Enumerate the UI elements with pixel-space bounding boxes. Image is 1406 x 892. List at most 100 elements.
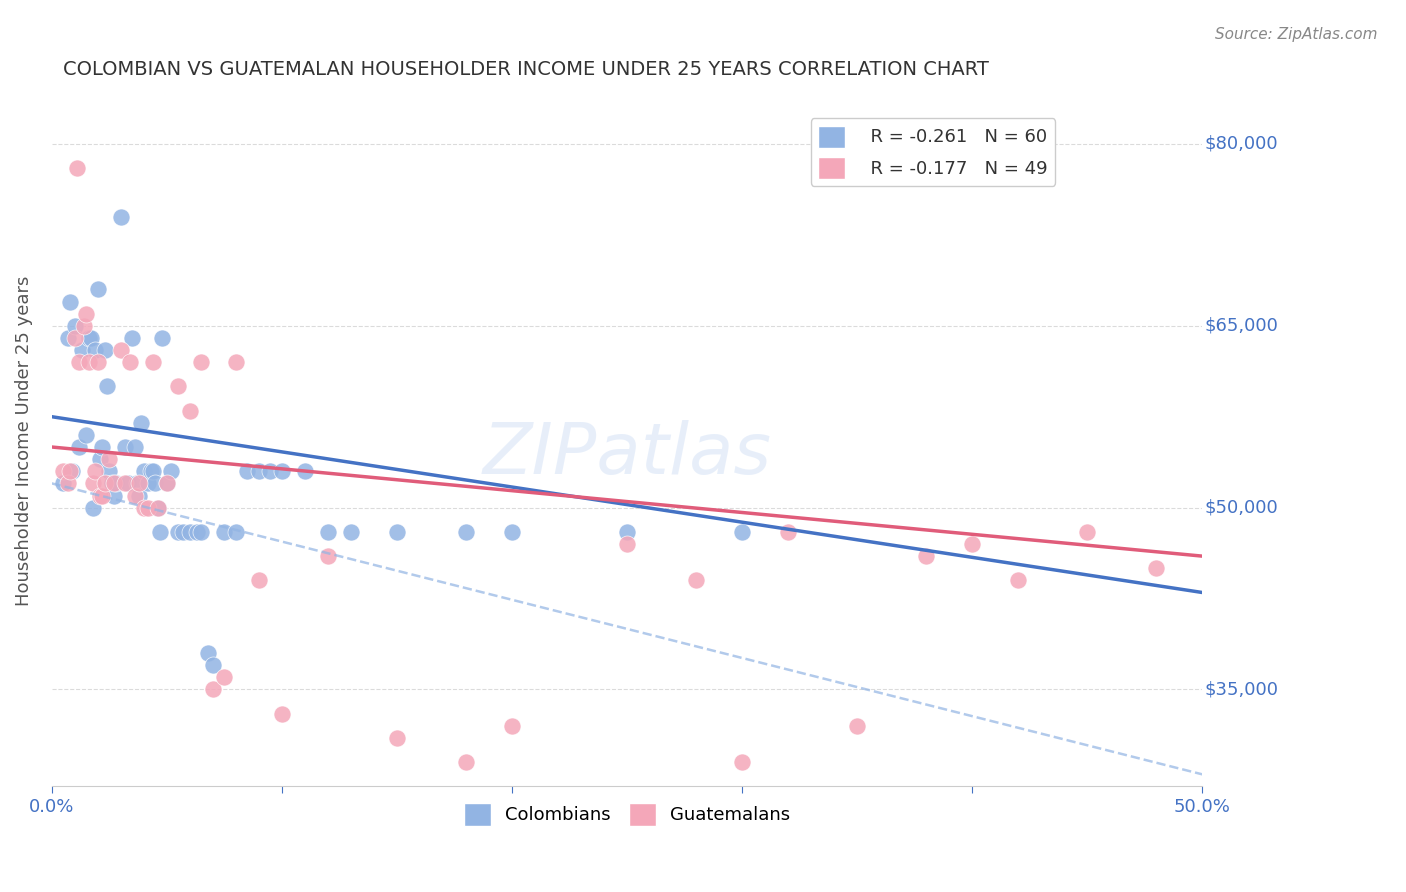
Point [59,464,82,478]
Point [139,464,162,478]
Text: $65,000: $65,000 [1205,317,1278,334]
Point [84,343,107,357]
Point [316,524,339,539]
Point [214,670,236,684]
Point [98,464,121,478]
Point [685,574,707,588]
Text: $35,000: $35,000 [1205,681,1278,698]
Point [179,524,201,539]
Point [247,574,270,588]
Point [340,524,363,539]
Point [142,464,165,478]
Point [84,464,107,478]
Point [73,318,96,333]
Point [131,416,153,430]
Point [156,476,179,491]
Point [201,658,224,673]
Point [616,524,638,539]
Point [385,524,408,539]
Point [186,524,208,539]
Point [501,524,523,539]
Point [82,500,104,515]
Point [225,524,247,539]
Point [146,500,169,515]
Point [128,476,150,491]
Point [132,500,155,515]
Point [114,440,136,454]
Point [89,489,111,503]
Point [96,379,118,393]
Point [225,355,247,369]
Point [80,331,103,345]
Point [167,379,190,393]
Point [778,524,800,539]
Point [93,476,115,491]
Point [52,476,75,491]
Point [960,537,983,551]
Point [731,756,754,770]
Point [105,476,128,491]
Point [142,355,165,369]
Point [52,464,75,478]
Point [110,210,132,224]
Point [138,476,160,491]
Point [616,537,638,551]
Point [67,355,90,369]
Point [63,318,86,333]
Point [201,682,224,697]
Point [316,549,339,563]
Point [103,489,125,503]
Point [172,524,194,539]
Text: COLOMBIAN VS GUATEMALAN HOUSEHOLDER INCOME UNDER 25 YEARS CORRELATION CHART: COLOMBIAN VS GUATEMALAN HOUSEHOLDER INCO… [63,60,990,78]
Point [59,294,82,309]
Point [247,464,270,478]
Text: ZIPatlas: ZIPatlas [482,420,772,490]
Legend: Colombians, Guatemalans: Colombians, Guatemalans [457,797,797,833]
Point [149,524,172,539]
Point [190,524,212,539]
Point [117,476,139,491]
Point [70,343,93,357]
Point [1007,574,1029,588]
Point [132,464,155,478]
Point [67,440,90,454]
Point [1076,524,1098,539]
Point [63,331,86,345]
Point [103,476,125,491]
Point [150,331,173,345]
Text: $50,000: $50,000 [1205,499,1278,516]
Point [56,476,79,491]
Point [87,355,110,369]
Point [259,464,281,478]
Point [385,731,408,745]
Point [114,476,136,491]
Point [846,719,869,733]
Point [87,282,110,296]
Point [91,489,114,503]
Point [100,476,122,491]
Point [138,500,160,515]
Point [270,706,292,721]
Point [1144,561,1167,575]
Point [89,452,111,467]
Point [160,464,183,478]
Point [190,355,212,369]
Point [98,452,121,467]
Point [156,476,179,491]
Point [125,476,148,491]
Text: $80,000: $80,000 [1205,135,1278,153]
Point [118,355,141,369]
Point [501,719,523,733]
Point [146,500,169,515]
Point [128,489,150,503]
Point [454,524,477,539]
Point [56,331,79,345]
Point [82,476,104,491]
Point [110,343,132,357]
Point [143,476,166,491]
Point [454,756,477,770]
Point [75,307,97,321]
Point [179,403,201,417]
Point [93,343,115,357]
Point [124,440,146,454]
